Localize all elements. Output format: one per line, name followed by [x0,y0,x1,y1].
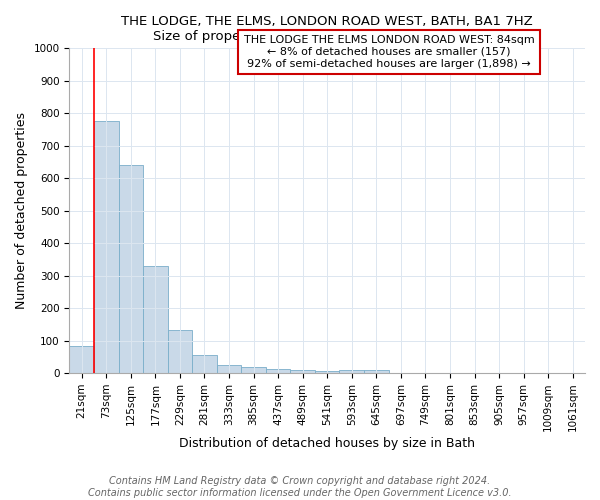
Y-axis label: Number of detached properties: Number of detached properties [15,112,28,309]
Bar [119,165,143,373]
Bar [217,365,241,373]
Bar [143,266,167,373]
Bar [266,369,290,373]
X-axis label: Distribution of detached houses by size in Bath: Distribution of detached houses by size … [179,437,475,450]
Bar [241,366,266,373]
Bar [315,371,340,373]
Bar [70,346,94,373]
Bar [94,122,119,373]
Text: THE LODGE THE ELMS LONDON ROAD WEST: 84sqm
← 8% of detached houses are smaller (: THE LODGE THE ELMS LONDON ROAD WEST: 84s… [244,36,535,68]
Bar [167,330,192,373]
Bar [192,354,217,373]
Bar [290,370,315,373]
Bar [364,370,389,373]
Bar [340,370,364,373]
Title: THE LODGE, THE ELMS, LONDON ROAD WEST, BATH, BA1 7HZ
Size of property relative t: THE LODGE, THE ELMS, LONDON ROAD WEST, B… [121,15,533,43]
Text: Contains HM Land Registry data © Crown copyright and database right 2024.
Contai: Contains HM Land Registry data © Crown c… [88,476,512,498]
